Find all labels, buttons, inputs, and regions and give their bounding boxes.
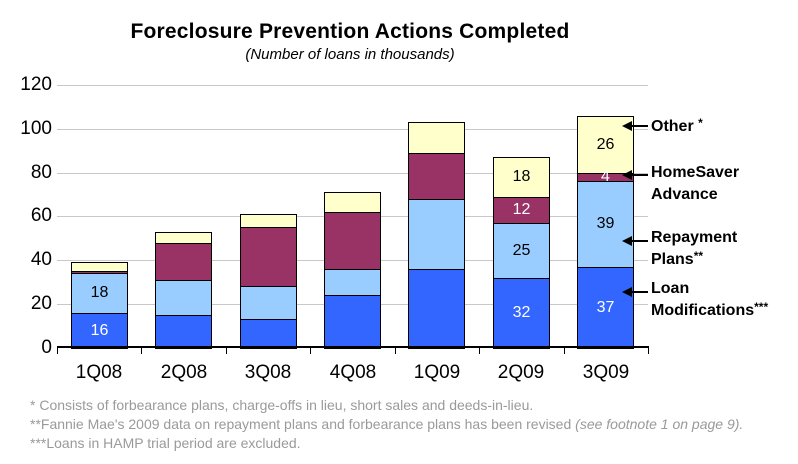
bar-segment <box>577 115 634 174</box>
left-arrow-icon <box>622 287 632 297</box>
y-axis-label: 40 <box>30 249 52 270</box>
bar-segment-label: 18 <box>90 284 109 302</box>
bar-segment <box>155 242 212 281</box>
chart-title: Foreclosure Prevention Actions Completed <box>130 20 570 43</box>
x-axis-tick <box>648 348 649 354</box>
bar-segment <box>240 214 297 229</box>
bar-segment <box>240 227 297 288</box>
x-axis-label: 3Q09 <box>582 362 630 383</box>
bar-segment <box>71 262 128 272</box>
x-axis-label: 1Q08 <box>75 362 123 383</box>
legend-label-repayment-plans: Repayment Plans** <box>651 227 737 271</box>
bar-segment-label: 39 <box>596 215 615 233</box>
gridline <box>57 173 648 174</box>
x-axis-label: 3Q08 <box>244 362 292 383</box>
chart-subtitle: (Number of loans in thousands) <box>245 46 455 63</box>
x-axis-tick <box>57 348 58 354</box>
footnote-text: ***Loans in HAMP trial period are exclud… <box>30 435 301 451</box>
legend-label-text: Other <box>651 118 699 135</box>
x-axis-tick <box>479 348 480 354</box>
bar-segment-label: 26 <box>596 135 615 153</box>
bar-segment <box>155 314 212 349</box>
left-arrow-icon <box>631 174 648 176</box>
bar-segment <box>577 266 634 349</box>
x-axis-tick <box>141 348 142 354</box>
y-axis-label: 20 <box>30 293 52 314</box>
bar-segment-label: 4 <box>601 168 610 186</box>
bar-segment <box>408 152 465 200</box>
footnote-2: **Fannie Mae's 2009 data on repayment pl… <box>30 416 743 432</box>
bar-segment-label: 32 <box>512 304 531 321</box>
left-arrow-icon <box>631 125 648 127</box>
x-axis-tick <box>310 348 311 354</box>
footnote-1: * Consists of forbearance plans, charge-… <box>30 397 533 413</box>
bar-segment <box>577 181 634 268</box>
x-axis-label: 2Q09 <box>497 362 545 383</box>
footnote-text-italic: (see footnote 1 on page 9). <box>575 416 744 432</box>
bar-segment <box>493 277 550 349</box>
y-axis-label: 0 <box>41 337 52 358</box>
bar-segment <box>240 286 297 321</box>
bar-segment-label: 16 <box>90 321 109 339</box>
footnote-text: * Consists of forbearance plans, charge-… <box>30 397 534 413</box>
legend-label-asterisk: * <box>698 116 703 130</box>
legend-label-text: Loan <box>651 280 690 297</box>
legend-label-text: Plans <box>651 251 694 268</box>
x-axis-label: 4Q08 <box>329 362 377 383</box>
legend-label-loan-modifications: Loan Modifications*** <box>651 278 768 322</box>
legend-label-text: Modifications <box>651 302 755 319</box>
x-axis-tick <box>395 348 396 354</box>
legend-label-homesaver-advance: HomeSaver Advance <box>651 162 739 206</box>
bar-segment <box>324 268 381 296</box>
legend-label-text: Advance <box>651 186 718 203</box>
x-axis-label: 1Q09 <box>413 362 461 383</box>
legend-label-asterisk: ** <box>693 249 704 263</box>
bar-segment <box>408 198 465 270</box>
left-arrow-icon <box>622 236 632 246</box>
y-axis-label: 80 <box>30 162 52 183</box>
x-axis-line <box>57 346 649 348</box>
bar-segment <box>408 268 465 349</box>
bar-segment <box>324 295 381 349</box>
bar-segment <box>240 319 297 349</box>
bar-segment-label: 25 <box>512 241 531 259</box>
legend-label-text: Repayment <box>651 229 738 246</box>
bar-segment <box>408 122 465 154</box>
bar-segment-label: 18 <box>512 168 531 186</box>
legend-label-asterisk: *** <box>754 300 769 314</box>
bar-segment <box>155 231 212 244</box>
left-arrow-icon <box>622 170 632 180</box>
left-arrow-icon <box>622 121 632 131</box>
x-axis-tick <box>564 348 565 354</box>
left-arrow-icon <box>631 291 648 293</box>
y-axis-label: 60 <box>30 205 52 226</box>
legend-label-text: HomeSaver <box>651 164 740 181</box>
footnote-3: ***Loans in HAMP trial period are exclud… <box>30 435 301 451</box>
y-axis-label: 100 <box>20 118 52 139</box>
bar-segment-label: 37 <box>596 298 615 316</box>
bar-segment-label: 12 <box>512 201 531 219</box>
gridline <box>57 85 648 86</box>
gridline <box>57 129 648 130</box>
y-axis-label: 120 <box>20 74 52 95</box>
bar-segment <box>155 279 212 316</box>
legend-label-other: Other * <box>651 116 703 138</box>
bar-segment <box>324 192 381 213</box>
x-axis-label: 2Q08 <box>160 362 208 383</box>
left-arrow-icon <box>631 240 648 242</box>
bar-segment <box>324 211 381 270</box>
bar-segment <box>493 157 550 198</box>
x-axis-tick <box>226 348 227 354</box>
footnote-text: **Fannie Mae's 2009 data on repayment pl… <box>30 416 576 432</box>
